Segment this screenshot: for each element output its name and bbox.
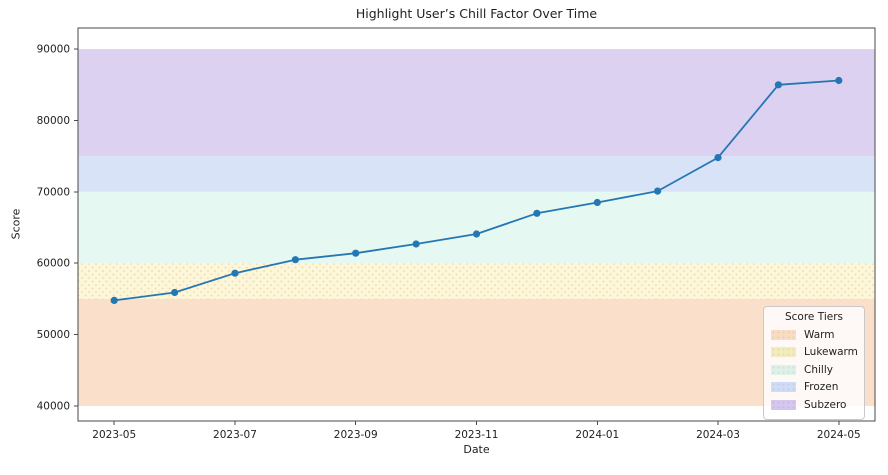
y-tick-label: 90000 bbox=[37, 44, 70, 56]
legend-item-warm: Warm bbox=[771, 326, 857, 344]
band-warm bbox=[78, 298, 875, 407]
legend-item-lukewarm: Lukewarm bbox=[771, 344, 858, 362]
band-frozen bbox=[78, 156, 875, 192]
y-tick-label: 80000 bbox=[37, 115, 70, 127]
legend: Score Tiers Warm Lukewarm Chilly Frozen … bbox=[763, 306, 865, 420]
data-point bbox=[593, 198, 601, 207]
data-point bbox=[835, 76, 843, 85]
data-point bbox=[654, 187, 662, 195]
data-point bbox=[774, 81, 783, 89]
data-point bbox=[472, 230, 481, 238]
x-axis-label: Date bbox=[463, 443, 490, 456]
data-point bbox=[171, 288, 179, 297]
legend-item-subzero: Subzero bbox=[771, 396, 857, 414]
x-tick-label: 2023-09 bbox=[334, 429, 378, 441]
chart-title: Highlight User’s Chill Factor Over Time bbox=[355, 6, 598, 21]
y-tick-label: 60000 bbox=[37, 258, 70, 270]
x-tick-label: 2024-01 bbox=[575, 429, 619, 441]
legend-title: Score Tiers bbox=[784, 311, 843, 323]
y-tick-label: 40000 bbox=[37, 401, 70, 413]
band-chilly bbox=[78, 191, 875, 264]
warm-swatch-icon bbox=[771, 329, 796, 340]
data-series bbox=[110, 76, 843, 304]
y-axis-label: Score bbox=[9, 208, 23, 240]
legend-label: Frozen bbox=[804, 381, 839, 394]
band-subzero bbox=[78, 49, 875, 157]
data-point bbox=[291, 256, 299, 264]
data-point bbox=[110, 296, 118, 304]
tier-bands bbox=[78, 49, 875, 407]
axes: 40000 50000 60000 70000 80000 90000 2023-05 202… bbox=[37, 27, 876, 441]
band-hatch bbox=[78, 263, 875, 299]
x-tick-label: 2023-05 bbox=[92, 429, 136, 441]
data-point bbox=[714, 154, 722, 162]
legend-item-chilly: Chilly bbox=[771, 361, 857, 379]
subzero-swatch-icon bbox=[771, 399, 796, 410]
x-tick-label: 2023-11 bbox=[455, 429, 499, 441]
y-tick-label: 70000 bbox=[37, 186, 70, 198]
data-point bbox=[352, 249, 360, 257]
legend-label: Lukewarm bbox=[804, 346, 858, 359]
x-tick-label: 2023-07 bbox=[213, 429, 257, 441]
frozen-swatch-icon bbox=[771, 382, 796, 393]
chilly-swatch-icon bbox=[771, 364, 796, 375]
legend-label: Subzero bbox=[804, 398, 847, 411]
lukewarm-swatch-icon bbox=[771, 347, 796, 358]
legend-item-frozen: Frozen bbox=[771, 379, 857, 397]
data-point bbox=[412, 240, 420, 248]
y-tick-label: 50000 bbox=[37, 329, 70, 341]
data-point bbox=[533, 209, 541, 217]
legend-label: Warm bbox=[804, 328, 835, 341]
data-point bbox=[231, 269, 239, 277]
legend-label: Chilly bbox=[804, 363, 833, 376]
x-tick-label: 2024-05 bbox=[817, 429, 861, 441]
x-tick-label: 2024-03 bbox=[696, 429, 740, 441]
